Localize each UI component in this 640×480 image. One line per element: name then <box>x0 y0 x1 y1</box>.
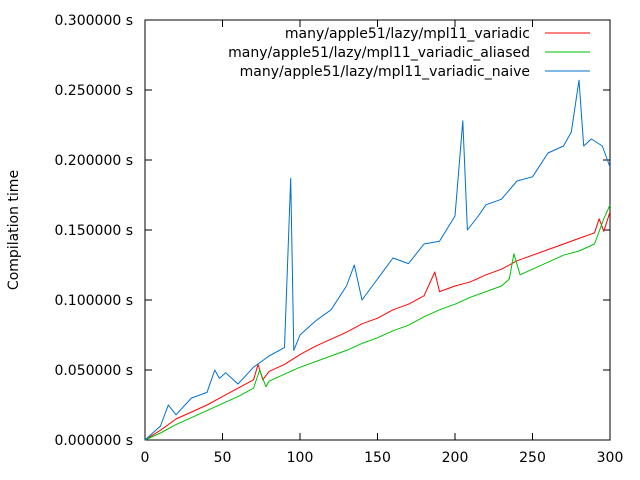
y-tick-label: 0.150000 s <box>54 223 133 239</box>
legend: many/apple51/lazy/mpl11_variadic many/app… <box>228 26 590 80</box>
x-tick-label: 100 <box>287 450 314 466</box>
x-tick-label: 50 <box>214 450 232 466</box>
x-tick-label: 250 <box>519 450 546 466</box>
y-tick-label: 0.000000 s <box>54 433 133 449</box>
x-tick-label: 200 <box>442 450 469 466</box>
x-tick-label: 0 <box>141 450 150 466</box>
plot-area <box>144 19 611 441</box>
y-tick-label: 0.100000 s <box>54 293 133 309</box>
legend-label: many/apple51/lazy/mpl11_variadic <box>285 26 530 42</box>
x-tick-label: 150 <box>364 450 391 466</box>
y-tick-label: 0.300000 s <box>54 13 133 29</box>
y-axis: 0.000000 s 0.050000 s 0.100000 s 0.150000 s… <box>54 13 610 449</box>
y-axis-title: Compilation time <box>6 170 22 290</box>
x-axis: 0 50 100 150 200 250 300 <box>141 20 624 466</box>
series-layer <box>144 79 611 441</box>
y-tick-label: 0.250000 s <box>54 83 133 99</box>
series-line-2 <box>144 204 611 441</box>
series-line-1 <box>144 211 611 441</box>
legend-label: many/apple51/lazy/mpl11_variadic_naive <box>240 64 530 80</box>
y-tick-label: 0.200000 s <box>54 153 133 169</box>
y-tick-label: 0.050000 s <box>54 363 133 379</box>
series-line-3 <box>144 79 611 441</box>
x-tick-label: 300 <box>597 450 624 466</box>
legend-label: many/apple51/lazy/mpl11_variadic_aliased <box>228 45 530 61</box>
